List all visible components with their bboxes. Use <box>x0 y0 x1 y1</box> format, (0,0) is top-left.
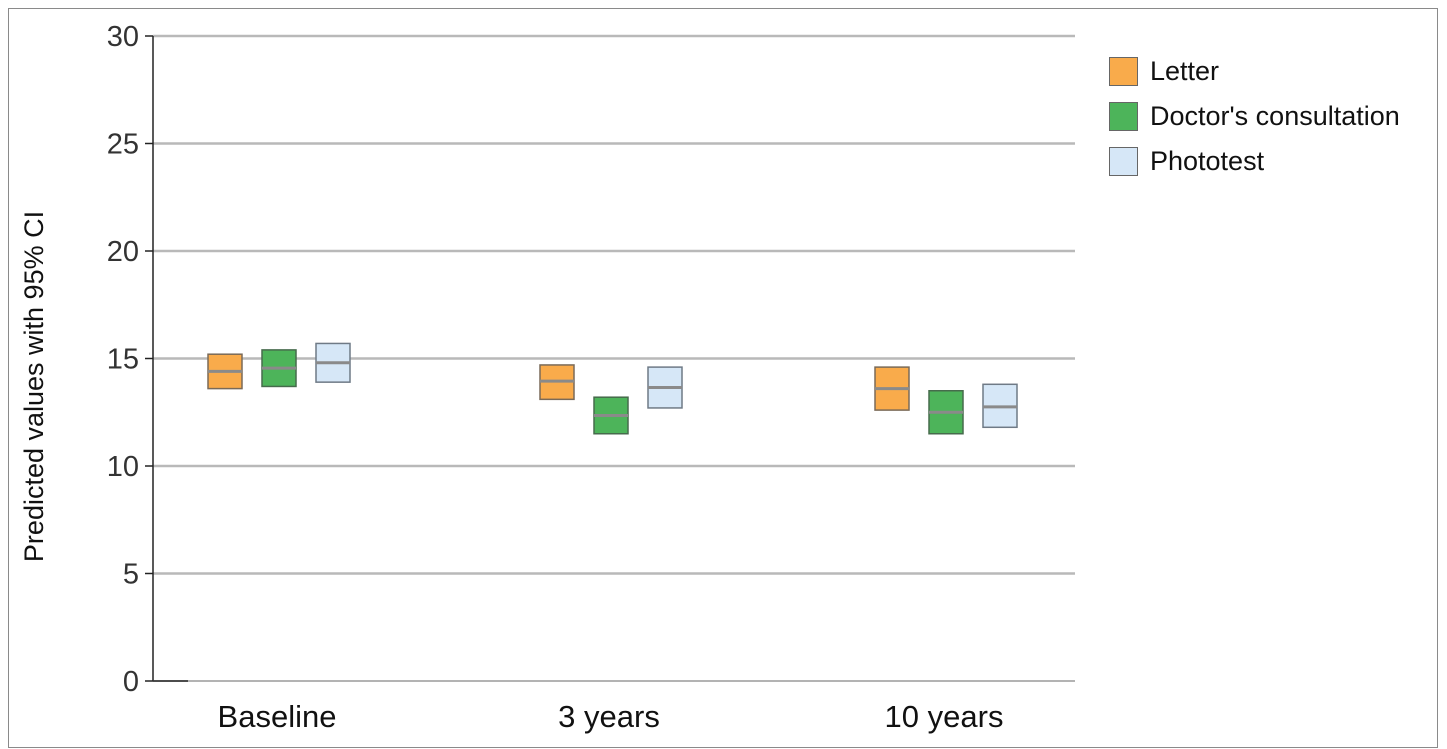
chart-frame: 0 5 10 15 20 25 30 Baseline 3 years 10 years Pre… <box>8 8 1438 748</box>
y-tick-labels: 0 5 10 15 20 25 30 <box>107 21 153 698</box>
y-tick-label-5: 5 <box>123 559 139 591</box>
y-tick-label-20: 20 <box>107 236 139 268</box>
legend-label-doctors-consultation: Doctor's consultation <box>1150 101 1400 131</box>
legend-item-doctors-consultation: Doctor's consultation <box>1109 94 1400 139</box>
x-tick-label-1: 3 years <box>558 699 660 734</box>
legend-item-letter: Letter <box>1109 49 1400 94</box>
legend-label-letter: Letter <box>1150 56 1220 86</box>
y-tick-label-0: 0 <box>123 666 139 698</box>
legend-swatch-letter <box>1109 57 1138 86</box>
legend-swatch-doctors-consultation <box>1109 102 1138 131</box>
legend-label-phototest: Phototest <box>1150 146 1265 176</box>
y-tick-label-10: 10 <box>107 451 139 483</box>
y-tick-label-15: 15 <box>107 344 139 376</box>
x-tick-label-0: Baseline <box>218 699 337 734</box>
legend: Letter Doctor's consultation Phototest <box>1109 49 1400 184</box>
ci-boxes <box>207 342 1018 435</box>
grid-lines <box>153 34 1075 575</box>
legend-item-phototest: Phototest <box>1109 139 1400 184</box>
y-tick-label-30: 30 <box>107 21 139 53</box>
x-tick-labels: Baseline 3 years 10 years <box>218 699 1004 734</box>
chart: 0 5 10 15 20 25 30 Baseline 3 years 10 years Pre… <box>19 21 1075 734</box>
legend-swatch-phototest <box>1109 147 1138 176</box>
y-axis-title: Predicted values with 95% CI <box>19 211 49 562</box>
y-tick-label-25: 25 <box>107 129 139 161</box>
x-tick-label-2: 10 years <box>885 699 1004 734</box>
